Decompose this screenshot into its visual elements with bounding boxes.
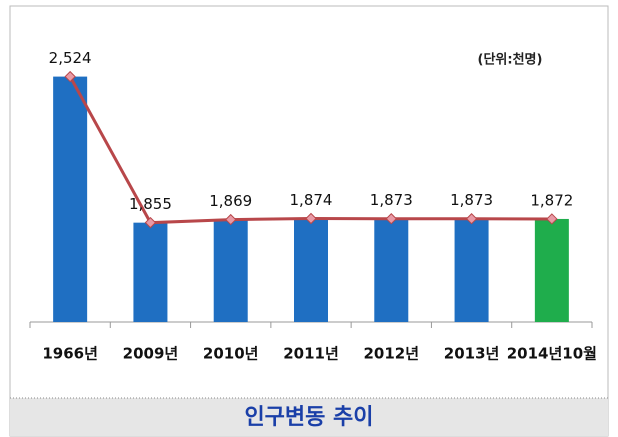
marker <box>305 212 317 225</box>
value-label: 1,872 <box>530 191 573 209</box>
value-label: 1,874 <box>290 191 333 209</box>
chart-title: 인구변동 추이 <box>244 405 373 430</box>
value-label: 1,869 <box>209 192 252 210</box>
value-label: 1,855 <box>129 195 172 213</box>
x-tick-label: 2014년10월 <box>507 345 597 363</box>
bar <box>133 222 168 322</box>
x-tick-label: 2009년 <box>123 345 179 363</box>
value-label: 1,873 <box>450 191 493 209</box>
bar <box>454 218 489 322</box>
marker <box>385 213 397 225</box>
value-label: 2,524 <box>49 49 92 67</box>
bar <box>294 218 328 322</box>
bar <box>374 218 409 322</box>
x-tick-label: 2011년 <box>283 345 339 363</box>
x-tick-label: 2012년 <box>364 345 420 363</box>
marker <box>225 213 237 226</box>
x-tick-label: 2013년 <box>444 345 500 363</box>
marker <box>64 70 76 83</box>
caption-box <box>10 398 608 436</box>
value-label: 1,873 <box>370 191 413 209</box>
unit-label: (단위:천명) <box>478 52 543 68</box>
x-tick-label: 2010년 <box>203 345 259 363</box>
marker <box>465 213 478 225</box>
marker <box>546 213 558 225</box>
bar <box>534 218 569 322</box>
bar <box>53 76 88 323</box>
bar <box>213 219 248 322</box>
x-tick-label: 1966년 <box>42 345 98 363</box>
marker <box>144 216 157 229</box>
